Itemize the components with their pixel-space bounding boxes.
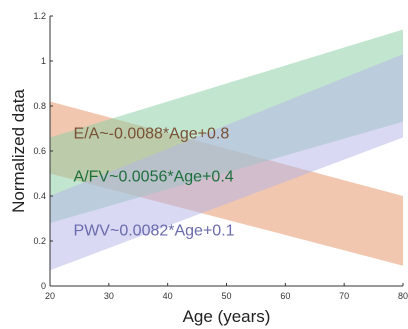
y-tick-label: 0 xyxy=(41,281,46,291)
y-tick-label: 0.2 xyxy=(33,236,46,246)
x-tick-label: 80 xyxy=(398,291,408,301)
x-tick-label: 20 xyxy=(45,291,55,301)
confidence-bands xyxy=(50,29,403,271)
x-tick-label: 60 xyxy=(280,291,290,301)
tick-labels: 20 30 40 50 60 70 80 0 0.2 0.4 0.6 0.8 1 1.2 xyxy=(33,11,408,301)
band-2 xyxy=(50,54,403,271)
x-tick-label: 70 xyxy=(339,291,349,301)
y-tick-label: 0.4 xyxy=(33,191,46,201)
y-axis-label: Normalized data xyxy=(9,89,28,213)
x-tick-label: 30 xyxy=(104,291,114,301)
x-tick-label: 50 xyxy=(221,291,231,301)
equation-label-0: E/A~-0.0088*Age+0.8 xyxy=(74,126,230,143)
y-tick-label: 1.2 xyxy=(33,11,46,21)
y-tick-label: 0.6 xyxy=(33,146,46,156)
x-tick-label: 40 xyxy=(163,291,173,301)
equation-label-2: PWV~0.0082*Age+0.1 xyxy=(74,222,235,239)
x-axis-label: Age (years) xyxy=(183,307,271,326)
axes xyxy=(49,15,404,287)
equation-label-1: A/FV~0.0056*Age+0.4 xyxy=(74,168,234,185)
y-tick-label: 1 xyxy=(41,56,46,66)
y-tick-label: 0.8 xyxy=(33,101,46,111)
annotations: E/A~-0.0088*Age+0.8 A/FV~0.0056*Age+0.4 PW… xyxy=(74,126,235,240)
